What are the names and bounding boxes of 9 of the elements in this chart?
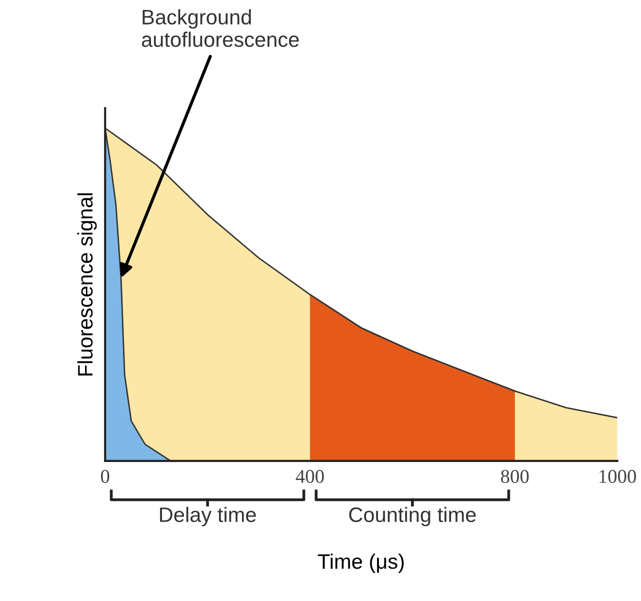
x-tick-label: 1000: [600, 470, 636, 483]
x-axis-title: Time (μs): [318, 554, 404, 574]
x-tick-label: 800: [501, 470, 529, 483]
annotation: Delay time: [160, 506, 256, 526]
annotation: Background autofluorescence: [142, 9, 299, 47]
x-tick-label: 0: [101, 470, 110, 483]
annotation: Counting time: [349, 506, 476, 526]
y-axis-title: Fluorescence signal: [77, 193, 97, 376]
x-tick-label: 400: [296, 470, 324, 483]
